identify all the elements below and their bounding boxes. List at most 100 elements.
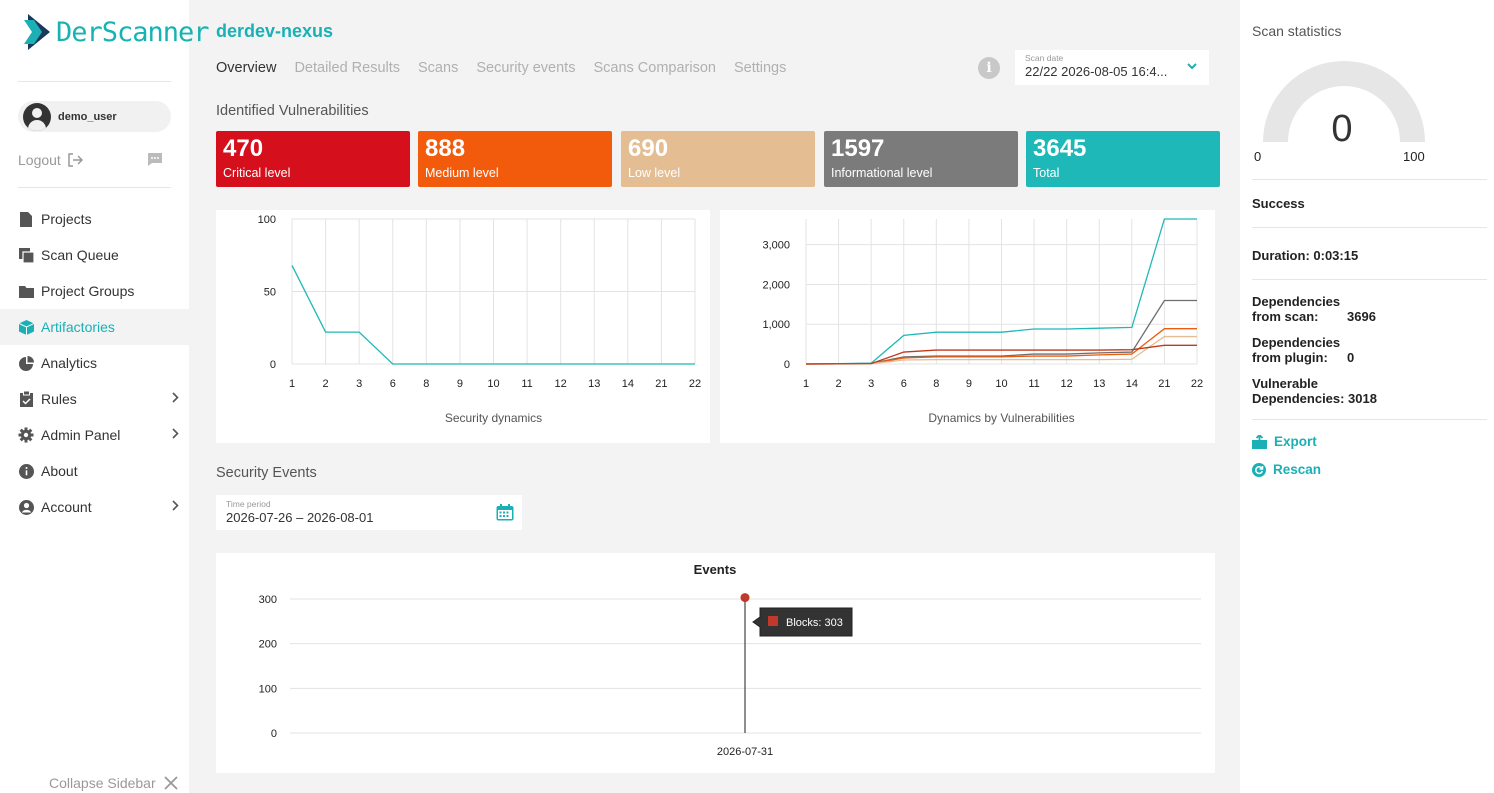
user-pill[interactable]: demo_user (18, 101, 171, 132)
y-tick-label: 2,000 (762, 279, 790, 291)
sidebar-item-project-groups[interactable]: Project Groups (0, 273, 189, 309)
refresh-icon (1252, 462, 1266, 477)
sidebar-item-account[interactable]: Account (0, 489, 189, 525)
logo-icon (24, 14, 50, 50)
x-tick-label: 11 (1028, 378, 1039, 390)
x-tick-label: 22 (689, 378, 701, 390)
dependencies-from-scan: Dependencies from scan: 3696 (1252, 294, 1376, 324)
tooltip-text: Blocks: 303 (786, 617, 843, 629)
security-dynamics-panel: 1 2 3 6 8 9 10 11 12 13 14 21 22 0 50 100 Security dynam… (216, 210, 710, 443)
scan-date-value: 22/22 2026-08-05 16:4... (1025, 64, 1168, 79)
dep-scan-label-line2: from scan: (1252, 309, 1319, 324)
sidebar-item-scan-queue[interactable]: Scan Queue (0, 237, 189, 273)
card-low[interactable]: 690 Low level (621, 131, 815, 187)
y-tick-label: 1,000 (762, 319, 790, 331)
sidebar-item-rules[interactable]: Rules (0, 381, 189, 417)
tab-bar: Overview Detailed Results Scans Security… (216, 60, 786, 76)
calendar-icon[interactable] (496, 504, 514, 521)
x-tick-label: 14 (622, 378, 634, 390)
scan-status: Success (1252, 196, 1305, 211)
gear-icon (18, 427, 34, 443)
scan-date-label: Scan date (1025, 53, 1064, 63)
sidebar-item-label: Rules (41, 391, 77, 407)
rescan-button[interactable]: Rescan (1252, 462, 1321, 477)
tab-security-events[interactable]: Security events (476, 60, 576, 76)
close-icon (163, 776, 178, 790)
dep-plugin-value: 0 (1347, 350, 1355, 365)
y-tick-label: 0 (271, 728, 277, 740)
card-total[interactable]: 3645 Total (1026, 131, 1220, 187)
card-label: Total (1033, 166, 1060, 180)
scan-statistics-title: Scan statistics (1252, 23, 1342, 39)
card-value: 470 (223, 135, 264, 162)
logout-button[interactable]: Logout (18, 152, 83, 168)
export-button[interactable]: Export (1252, 434, 1317, 449)
x-tick-label: 3 (868, 378, 874, 390)
card-label: Low level (628, 166, 681, 180)
sidebar-item-projects[interactable]: Projects (0, 201, 189, 237)
divider (1252, 179, 1487, 180)
x-tick-label: 2 (323, 378, 329, 390)
scan-date-select[interactable]: Scan date 22/22 2026-08-05 16:4... (1015, 50, 1209, 85)
x-tick-label: 21 (1158, 378, 1170, 390)
user-icon (18, 499, 34, 515)
time-period-label: Time period (226, 499, 271, 509)
sidebar: DerScanner demo_user Logout Projects Sca… (0, 0, 210, 793)
sidebar-item-artifactories[interactable]: Artifactories (0, 309, 189, 345)
scan-statistics-panel: Scan statistics 0 0 100 Success Duration… (1240, 0, 1494, 793)
tab-scans[interactable]: Scans (418, 60, 459, 76)
collapse-sidebar-button[interactable]: Collapse Sidebar (49, 775, 178, 791)
sidebar-item-label: About (41, 463, 78, 479)
data-point-blocks (740, 593, 750, 603)
x-tick-label: 3 (356, 378, 362, 390)
x-tick-label: 11 (521, 378, 532, 390)
sidebar-item-analytics[interactable]: Analytics (0, 345, 189, 381)
events-panel: Events 0 100 200 300 2026-07-31 Blocks: 303 (216, 553, 1215, 773)
pie-icon (18, 355, 34, 371)
sidebar-item-label: Analytics (41, 355, 98, 371)
tab-scans-comparison[interactable]: Scans Comparison (593, 60, 716, 76)
divider (18, 187, 171, 188)
user-name: demo_user (58, 110, 117, 123)
logo[interactable]: DerScanner (24, 12, 210, 52)
sidebar-item-label: Projects (41, 211, 92, 227)
tab-overview[interactable]: Overview (216, 60, 277, 76)
info-icon[interactable]: i (978, 57, 1000, 79)
chart-title: Dynamics by Vulnerabilities (928, 411, 1074, 425)
scan-duration: Duration: 0:03:15 (1252, 248, 1359, 263)
tab-detailed-results[interactable]: Detailed Results (294, 60, 401, 76)
card-label: Critical level (223, 166, 291, 180)
x-tick-label: 9 (966, 378, 972, 390)
rescan-label: Rescan (1273, 462, 1322, 477)
tab-settings[interactable]: Settings (733, 60, 787, 76)
logo-text: DerScanner (56, 16, 210, 48)
card-informational[interactable]: 1597 Informational level (824, 131, 1018, 187)
x-tick-label: 6 (390, 378, 396, 390)
chart-title: Security dynamics (445, 411, 542, 425)
time-period-picker[interactable]: Time period 2026-07-26 – 2026-08-01 (216, 495, 522, 530)
vulnerability-dynamics-chart: 1 2 3 6 8 9 10 11 12 13 14 21 2201,0002,0003,000Dyna… (762, 218, 1203, 425)
gauge-value: 0 (1331, 108, 1353, 150)
card-medium[interactable]: 888 Medium level (418, 131, 612, 187)
x-tick-label: 13 (588, 378, 600, 390)
divider (1252, 419, 1487, 420)
chat-icon[interactable] (147, 152, 163, 167)
sidebar-item-label: Scan Queue (41, 247, 119, 263)
sidebar-item-admin-panel[interactable]: Admin Panel (0, 417, 189, 453)
gauge-min: 0 (1254, 149, 1262, 164)
avatar (23, 102, 51, 131)
divider (1252, 227, 1487, 228)
sidebar-item-label: Account (41, 499, 92, 515)
dep-plugin-label-line2: from plugin: (1252, 350, 1328, 365)
y-tick-label: 200 (259, 639, 277, 651)
chevron-right-icon (172, 500, 179, 511)
collapse-sidebar-label: Collapse Sidebar (49, 775, 156, 791)
y-tick-label: 50 (264, 287, 276, 299)
card-value: 3645 (1033, 135, 1087, 162)
y-tick-label: 3,000 (762, 240, 790, 252)
clipboard-icon (18, 391, 34, 407)
card-value: 690 (628, 135, 669, 162)
chart-title: Events (694, 562, 737, 577)
sidebar-item-about[interactable]: About (0, 453, 189, 489)
card-critical[interactable]: 470 Critical level (216, 131, 410, 187)
